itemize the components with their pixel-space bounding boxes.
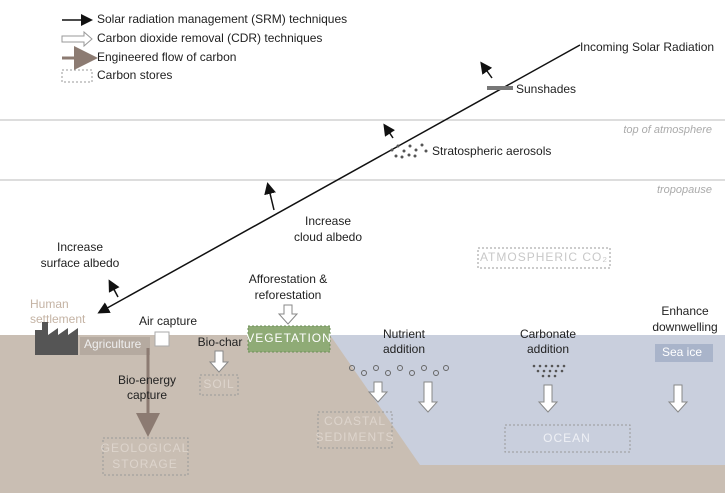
diagram: Solar radiation management (SRM) techniq… [0, 0, 725, 493]
label: settlement [30, 312, 86, 326]
sunshade [487, 86, 513, 90]
legend-label: Engineered flow of carbon [97, 50, 236, 64]
label: Carbonate [520, 327, 576, 341]
air-capture-unit [155, 332, 169, 346]
store-label: SEDIMENTS [315, 430, 394, 444]
label: surface albedo [41, 256, 120, 270]
store-label: VEGETATION [246, 331, 332, 345]
label: Afforestation & [249, 272, 328, 286]
label: Increase [57, 240, 103, 254]
legend-label: Carbon stores [97, 68, 172, 82]
label: addition [383, 342, 425, 356]
label: Bio-char [198, 335, 243, 349]
label: Stratospheric aerosols [432, 144, 551, 158]
aerosols [391, 144, 428, 159]
store-label: COASTAL [324, 414, 386, 428]
reflect-arrow [110, 282, 118, 297]
label: Sunshades [516, 82, 576, 96]
legend: Solar radiation management (SRM) techniq… [62, 12, 347, 82]
label: capture [127, 388, 167, 402]
label: Enhance [661, 304, 709, 318]
cdr-arrow [62, 32, 92, 46]
store-label: OCEAN [543, 431, 591, 445]
store-swatch [62, 70, 92, 82]
label: Human [30, 297, 69, 311]
reflect-arrow [385, 126, 393, 138]
layer-label: tropopause [657, 184, 712, 196]
label: Agriculture [84, 337, 142, 351]
label: downwelling [652, 320, 717, 334]
layer-label: top of atmosphere [623, 124, 712, 136]
store-label: GEOLOGICAL [101, 441, 190, 455]
label: reforestation [255, 288, 322, 302]
solar-ray [100, 45, 580, 312]
factory [35, 322, 78, 355]
cdr-arrow [279, 305, 297, 324]
label: Nutrient [383, 327, 426, 341]
label: Sea ice [662, 345, 702, 359]
reflect-arrow [482, 64, 492, 78]
store-label: ATMOSPHERIC CO₂ [480, 250, 608, 264]
label: cloud albedo [294, 230, 362, 244]
label: addition [527, 342, 569, 356]
label: Increase [305, 214, 351, 228]
store-label: STORAGE [112, 457, 177, 471]
legend-label: Solar radiation management (SRM) techniq… [97, 12, 347, 26]
label: Incoming Solar Radiation [580, 40, 714, 54]
label: Bio-energy [118, 373, 176, 387]
legend-label: Carbon dioxide removal (CDR) techniques [97, 31, 322, 45]
reflect-arrow [268, 185, 274, 210]
label: Air capture [139, 314, 197, 328]
store-label: SOIL [203, 377, 234, 391]
